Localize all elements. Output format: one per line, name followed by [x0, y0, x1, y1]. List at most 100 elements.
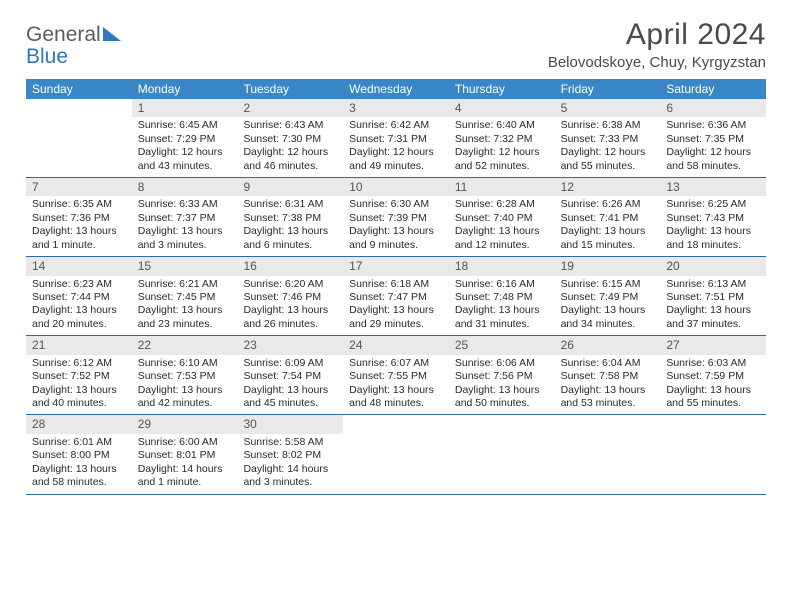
day-line: Sunrise: 6:23 AM: [32, 278, 126, 291]
day-line: Daylight: 13 hours: [138, 304, 232, 317]
day-line: Sunset: 7:53 PM: [138, 370, 232, 383]
day-line: Sunrise: 6:42 AM: [349, 119, 443, 132]
calendar: SundayMondayTuesdayWednesdayThursdayFrid…: [26, 79, 766, 495]
day-line: Daylight: 13 hours: [455, 304, 549, 317]
day-line: and 48 minutes.: [349, 397, 443, 410]
week-row: 21Sunrise: 6:12 AMSunset: 7:52 PMDayligh…: [26, 336, 766, 415]
day-number: [343, 415, 449, 418]
day-line: Daylight: 13 hours: [32, 225, 126, 238]
day-line: Sunset: 7:29 PM: [138, 133, 232, 146]
day-cell: 30 Sunrise: 5:58 AMSunset: 8:02 PMDayligh…: [237, 415, 343, 493]
title-block: April 2024 Belovodskoye, Chuy, Kyrgyzsta…: [548, 18, 766, 71]
day-line: Daylight: 13 hours: [455, 225, 549, 238]
day-line: Sunset: 7:33 PM: [561, 133, 655, 146]
day-content: Sunrise: 6:10 AMSunset: 7:53 PMDaylight:…: [132, 357, 238, 411]
day-number: 30: [237, 415, 343, 433]
day-number: 4: [449, 99, 555, 117]
day-number: 24: [343, 336, 449, 354]
day-number: 13: [660, 178, 766, 196]
day-number: 19: [555, 257, 661, 275]
day-line: Daylight: 13 hours: [561, 225, 655, 238]
day-line: and 20 minutes.: [32, 318, 126, 331]
day-cell: 1Sunrise: 6:45 AMSunset: 7:29 PMDaylight…: [132, 99, 238, 177]
day-line: and 23 minutes.: [138, 318, 232, 331]
day-content: Sunrise: 6:12 AMSunset: 7:52 PMDaylight:…: [26, 357, 132, 411]
day-line: and 50 minutes.: [455, 397, 549, 410]
day-line: Sunrise: 6:04 AM: [561, 357, 655, 370]
day-line: Daylight: 13 hours: [243, 384, 337, 397]
day-line: Sunset: 7:58 PM: [561, 370, 655, 383]
day-line: Sunset: 7:48 PM: [455, 291, 549, 304]
day-line: and 49 minutes.: [349, 160, 443, 173]
day-line: Sunrise: 6:18 AM: [349, 278, 443, 291]
day-number: 16: [237, 257, 343, 275]
day-line: Sunset: 7:49 PM: [561, 291, 655, 304]
week-row: 14Sunrise: 6:23 AMSunset: 7:44 PMDayligh…: [26, 257, 766, 336]
day-line: and 43 minutes.: [138, 160, 232, 173]
day-content: Sunrise: 6:21 AMSunset: 7:45 PMDaylight:…: [132, 278, 238, 332]
day-line: and 40 minutes.: [32, 397, 126, 410]
day-number: [449, 415, 555, 418]
day-line: Daylight: 13 hours: [666, 304, 760, 317]
weekday-header: Thursday: [449, 79, 555, 99]
day-line: Sunset: 7:59 PM: [666, 370, 760, 383]
day-line: Daylight: 13 hours: [32, 384, 126, 397]
day-cell: 3Sunrise: 6:42 AMSunset: 7:31 PMDaylight…: [343, 99, 449, 177]
day-line: and 6 minutes.: [243, 239, 337, 252]
day-line: and 29 minutes.: [349, 318, 443, 331]
day-line: Sunset: 8:01 PM: [138, 449, 232, 462]
day-number: 23: [237, 336, 343, 354]
day-content: Sunrise: 5:58 AMSunset: 8:02 PMDaylight:…: [237, 436, 343, 490]
day-content: Sunrise: 6:20 AMSunset: 7:46 PMDaylight:…: [237, 278, 343, 332]
day-content: Sunrise: 6:18 AMSunset: 7:47 PMDaylight:…: [343, 278, 449, 332]
day-line: Sunrise: 6:21 AM: [138, 278, 232, 291]
weekday-header: Wednesday: [343, 79, 449, 99]
day-line: Sunset: 8:02 PM: [243, 449, 337, 462]
day-line: Daylight: 13 hours: [138, 384, 232, 397]
day-number: 14: [26, 257, 132, 275]
day-content: Sunrise: 6:36 AMSunset: 7:35 PMDaylight:…: [660, 119, 766, 173]
day-cell: [660, 415, 766, 493]
day-line: Daylight: 12 hours: [349, 146, 443, 159]
day-line: Daylight: 13 hours: [666, 384, 760, 397]
day-line: Daylight: 13 hours: [32, 463, 126, 476]
day-content: Sunrise: 6:35 AMSunset: 7:36 PMDaylight:…: [26, 198, 132, 252]
day-line: and 58 minutes.: [32, 476, 126, 489]
day-line: and 15 minutes.: [561, 239, 655, 252]
day-line: Daylight: 12 hours: [138, 146, 232, 159]
day-line: Sunset: 7:54 PM: [243, 370, 337, 383]
weekday-header: Tuesday: [237, 79, 343, 99]
week-row: 1Sunrise: 6:45 AMSunset: 7:29 PMDaylight…: [26, 99, 766, 178]
day-line: Daylight: 13 hours: [349, 384, 443, 397]
day-content: Sunrise: 6:01 AMSunset: 8:00 PMDaylight:…: [26, 436, 132, 490]
weekday-header: Saturday: [660, 79, 766, 99]
day-line: Sunset: 7:32 PM: [455, 133, 549, 146]
day-content: Sunrise: 6:40 AMSunset: 7:32 PMDaylight:…: [449, 119, 555, 173]
day-cell: 29Sunrise: 6:00 AMSunset: 8:01 PMDayligh…: [132, 415, 238, 493]
day-number: 22: [132, 336, 238, 354]
day-line: Sunset: 7:30 PM: [243, 133, 337, 146]
day-line: and 18 minutes.: [666, 239, 760, 252]
day-cell: 27Sunrise: 6:03 AMSunset: 7:59 PMDayligh…: [660, 336, 766, 414]
day-content: Sunrise: 6:16 AMSunset: 7:48 PMDaylight:…: [449, 278, 555, 332]
day-line: Sunset: 7:51 PM: [666, 291, 760, 304]
day-line: Sunrise: 6:30 AM: [349, 198, 443, 211]
day-line: Sunrise: 6:36 AM: [666, 119, 760, 132]
day-cell: 10 Sunrise: 6:30 AMSunset: 7:39 PMDayligh…: [343, 178, 449, 256]
day-line: Sunset: 7:37 PM: [138, 212, 232, 225]
day-cell: [26, 99, 132, 177]
day-cell: 26Sunrise: 6:04 AMSunset: 7:58 PMDayligh…: [555, 336, 661, 414]
day-line: Sunset: 7:45 PM: [138, 291, 232, 304]
day-number: 29: [132, 415, 238, 433]
day-line: Sunset: 7:38 PM: [243, 212, 337, 225]
day-content: Sunrise: 6:07 AMSunset: 7:55 PMDaylight:…: [343, 357, 449, 411]
day-line: Daylight: 13 hours: [243, 304, 337, 317]
day-cell: 23Sunrise: 6:09 AMSunset: 7:54 PMDayligh…: [237, 336, 343, 414]
day-content: Sunrise: 6:30 AMSunset: 7:39 PMDaylight:…: [343, 198, 449, 252]
day-cell: 24 Sunrise: 6:07 AMSunset: 7:55 PMDayligh…: [343, 336, 449, 414]
day-cell: 15Sunrise: 6:21 AMSunset: 7:45 PMDayligh…: [132, 257, 238, 335]
day-line: Daylight: 13 hours: [349, 304, 443, 317]
day-line: Sunset: 7:41 PM: [561, 212, 655, 225]
day-number: 10: [343, 178, 449, 196]
day-line: and 55 minutes.: [666, 397, 760, 410]
